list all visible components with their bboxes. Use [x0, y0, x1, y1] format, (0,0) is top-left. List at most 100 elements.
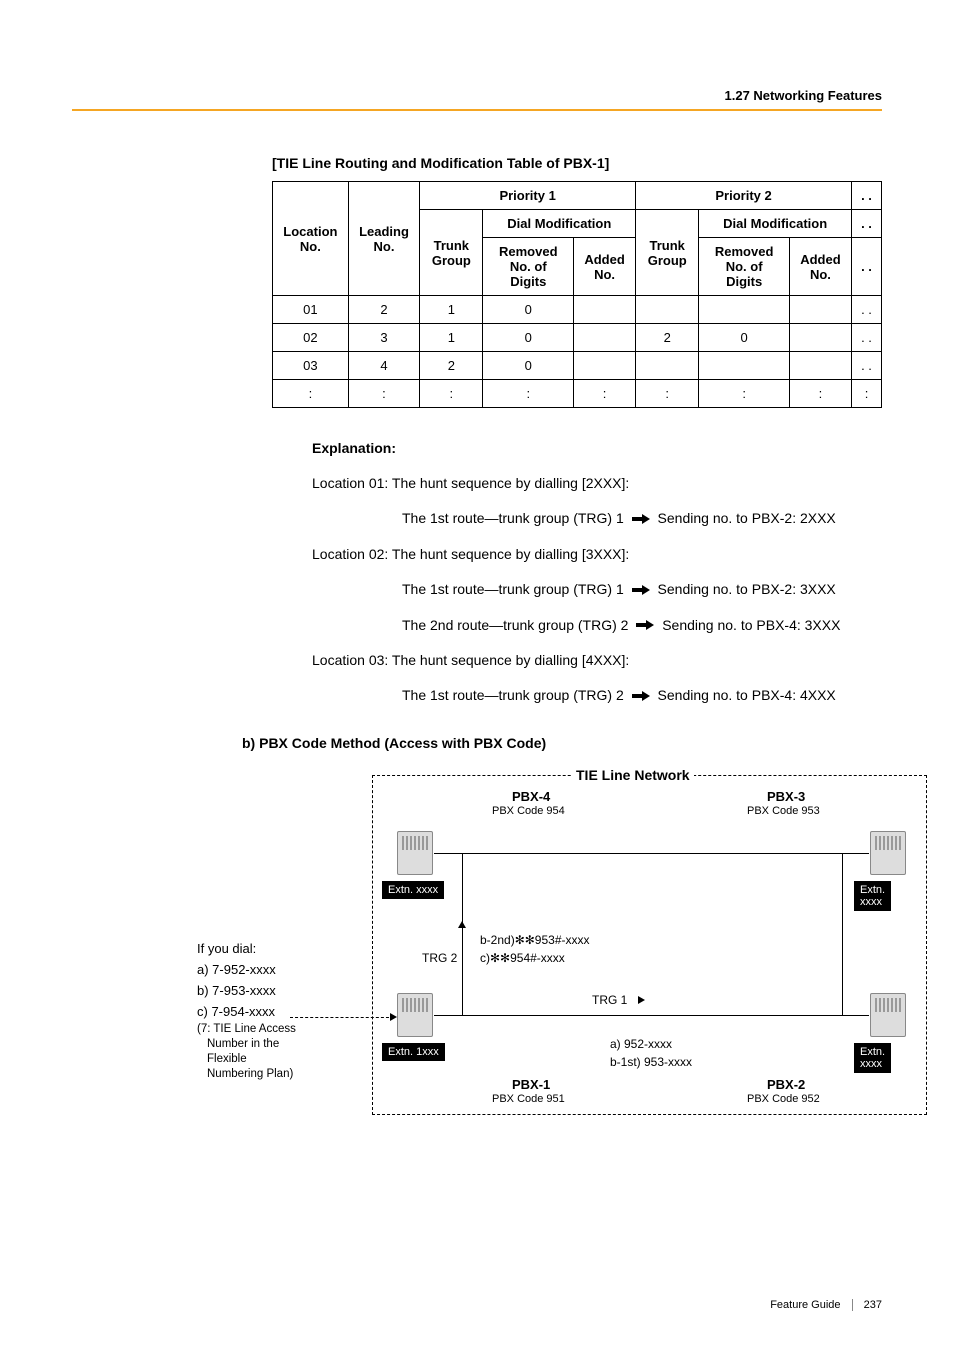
table-cell: [574, 324, 636, 352]
table-cell: 1: [420, 324, 483, 352]
b1st-label: b-1st) 953-xxxx: [610, 1055, 692, 1069]
col-removed-1: Removed No. of Digits: [483, 238, 574, 296]
table-cell: [789, 296, 851, 324]
dial-note4: Numbering Plan): [207, 1067, 296, 1082]
extn-label: Extn. xxxx: [854, 1043, 891, 1073]
dial-b: b) 7-953-xxxx: [197, 981, 296, 1002]
table-cell: 4: [348, 352, 419, 380]
subheading: b) PBX Code Method (Access with PBX Code…: [242, 735, 882, 751]
table-cell: :: [574, 380, 636, 408]
dial-note2: Number in the: [207, 1037, 296, 1052]
footer-separator: [852, 1299, 853, 1311]
extn1-label: Extn. 1xxx: [382, 1043, 445, 1061]
arrow-right-icon: [390, 1013, 397, 1021]
diagram-title: TIE Line Network: [572, 767, 694, 783]
table-cell: 2: [636, 324, 699, 352]
loc02-r2a: The 2nd route—trunk group (TRG) 2: [402, 617, 628, 633]
pbx-icon: [397, 993, 433, 1037]
col-leading: Leading No.: [348, 182, 419, 296]
arrow-right-icon: [632, 580, 650, 601]
dashed-connector: [290, 1017, 394, 1018]
table-cell: 02: [273, 324, 349, 352]
table-cell: :: [699, 380, 790, 408]
loc02-r1a: The 1st route—trunk group (TRG) 1: [402, 581, 624, 597]
arrow-right-icon: [632, 686, 650, 707]
loc02-r2b: Sending no. to PBX-4: 3XXX: [662, 617, 840, 633]
table-cell: :: [348, 380, 419, 408]
arrow-right-icon: [636, 615, 654, 636]
table-cell: 0: [483, 296, 574, 324]
table-cell: [636, 296, 699, 324]
page-footer: Feature Guide 237: [770, 1299, 882, 1311]
network-diagram: TIE Line Network PBX-4 PBX Code 954 Extn…: [72, 761, 882, 1141]
loc01-r1a: The 1st route—trunk group (TRG) 1: [402, 510, 624, 526]
extn-label: Extn. xxxx: [854, 881, 891, 911]
pbx3-label: PBX-3: [767, 789, 805, 804]
line-left-v: [462, 853, 463, 1015]
col-removed-2: Removed No. of Digits: [699, 238, 790, 296]
table-cell: [636, 352, 699, 380]
col-priority2: Priority 2: [636, 182, 852, 210]
pbx-icon: [397, 831, 433, 875]
col-added-1: Added No.: [574, 238, 636, 296]
col-priority1: Priority 1: [420, 182, 636, 210]
col-dots: . .: [852, 210, 882, 238]
table-row: 03420. .: [273, 352, 882, 380]
table-cell: :: [273, 380, 349, 408]
loc02-route2: The 2nd route—trunk group (TRG) 2 Sendin…: [402, 615, 882, 637]
b2nd-label: b-2nd)✻✻953#-xxxx: [480, 933, 590, 947]
loc03-line: Location 03: The hunt sequence by dialli…: [312, 650, 882, 671]
table-cell: :: [852, 380, 882, 408]
explanation-block: Explanation: Location 01: The hunt seque…: [312, 438, 882, 707]
table-cell: [699, 352, 790, 380]
dial-a: a) 7-952-xxxx: [197, 960, 296, 981]
loc03-r1b: Sending no. to PBX-4: 4XXX: [658, 687, 836, 703]
table-cell: . .: [852, 352, 882, 380]
line-bottom: [434, 1015, 869, 1016]
table-cell: :: [789, 380, 851, 408]
loc02-line: Location 02: The hunt sequence by dialli…: [312, 544, 882, 565]
table-cell: 0: [483, 324, 574, 352]
loc01-route1: The 1st route—trunk group (TRG) 1 Sendin…: [402, 508, 882, 530]
col-added-2: Added No.: [789, 238, 851, 296]
loc01-r1b: Sending no. to PBX-2: 2XXX: [658, 510, 836, 526]
table-title: [TIE Line Routing and Modification Table…: [272, 155, 882, 171]
dial-note1: (7: TIE Line Access: [197, 1022, 296, 1037]
table-cell: :: [420, 380, 483, 408]
pbx4-label: PBX-4: [512, 789, 550, 804]
header-rule: [72, 109, 882, 111]
explanation-heading: Explanation:: [312, 438, 882, 459]
arrow-up-icon: [458, 921, 466, 928]
loc02-r1b: Sending no. to PBX-2: 3XXX: [658, 581, 836, 597]
dial-list: If you dial: a) 7-952-xxxx b) 7-953-xxxx…: [197, 939, 296, 1082]
table-cell: 0: [699, 324, 790, 352]
table-cell: [789, 352, 851, 380]
dial-c: c) 7-954-xxxx: [197, 1002, 296, 1023]
line-right-v: [842, 853, 843, 1015]
table-header-row-1: Location No. Leading No. Priority 1 Prio…: [273, 182, 882, 210]
table-cell: [699, 296, 790, 324]
table-cell: 3: [348, 324, 419, 352]
table-row: 01210 . .: [273, 296, 882, 324]
trg2-label: TRG 2: [422, 951, 457, 965]
pbx2-code: PBX Code 952: [747, 1093, 820, 1105]
dial-note3: Flexible: [207, 1052, 296, 1067]
table-cell: . .: [852, 324, 882, 352]
loc03-r1a: The 1st route—trunk group (TRG) 2: [402, 687, 624, 703]
c-line-label: c)✻✻954#-xxxx: [480, 951, 565, 965]
table-row: :::::::::: [273, 380, 882, 408]
col-location: Location No.: [273, 182, 349, 296]
footer-guide: Feature Guide: [770, 1299, 840, 1311]
table-cell: 2: [348, 296, 419, 324]
loc01-line: Location 01: The hunt sequence by dialli…: [312, 473, 882, 494]
page-container: 1.27 Networking Features [TIE Line Routi…: [0, 0, 954, 1181]
loc02-route1: The 1st route—trunk group (TRG) 1 Sendin…: [402, 579, 882, 601]
pbx1-label: PBX-1: [512, 1077, 550, 1092]
table-cell: . .: [852, 296, 882, 324]
footer-page: 237: [864, 1299, 882, 1311]
table-cell: 1: [420, 296, 483, 324]
table-cell: 01: [273, 296, 349, 324]
pbx3-code: PBX Code 953: [747, 805, 820, 817]
col-dots: . .: [852, 182, 882, 210]
extn-label: Extn. xxxx: [382, 881, 444, 899]
